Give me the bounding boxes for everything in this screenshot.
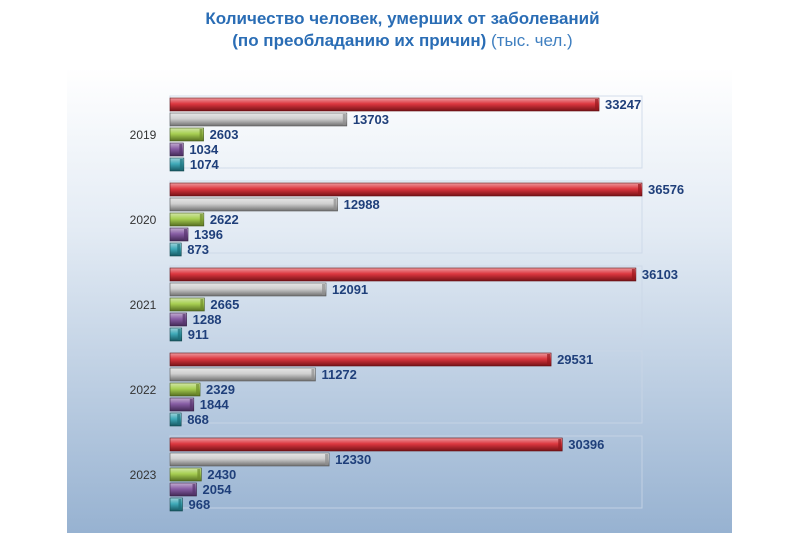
- data-label: 11272: [321, 367, 356, 382]
- title-line-2-wrapper: (по преобладанию их причин) (тыс. чел.): [0, 30, 805, 52]
- year-label: 2021: [130, 298, 157, 312]
- data-label: 36576: [648, 182, 684, 197]
- plot-area: [67, 68, 732, 533]
- year-label: 2022: [130, 383, 157, 397]
- data-label: 2329: [206, 382, 235, 397]
- bar: [169, 267, 637, 282]
- bar: [169, 327, 183, 342]
- bar-end-cap: [189, 399, 193, 410]
- title-unit: (тыс. чел.): [491, 31, 573, 50]
- data-label: 1074: [190, 157, 220, 172]
- bar-end-cap: [177, 414, 181, 425]
- bar: [169, 242, 182, 257]
- bar: [169, 227, 189, 242]
- bar: [169, 382, 201, 397]
- bar: [169, 297, 205, 312]
- bar-end-cap: [322, 284, 326, 295]
- bar-end-cap: [547, 354, 551, 365]
- data-label: 2430: [207, 467, 236, 482]
- data-label: 911: [188, 327, 209, 342]
- bar-end-cap: [177, 244, 181, 255]
- data-label: 968: [188, 497, 210, 512]
- year-label: 2020: [130, 213, 157, 227]
- data-label: 13703: [353, 112, 389, 127]
- bar: [169, 437, 563, 452]
- data-label: 873: [187, 242, 209, 257]
- bar-end-cap: [199, 129, 203, 140]
- bar: [169, 467, 202, 482]
- bar: [169, 367, 316, 382]
- bar-end-cap: [177, 329, 181, 340]
- bar-end-cap: [179, 144, 183, 155]
- bar: [169, 452, 330, 467]
- bar-end-cap: [182, 314, 186, 325]
- data-label: 12091: [332, 282, 368, 297]
- bar-end-cap: [192, 484, 196, 495]
- data-label: 1034: [189, 142, 219, 157]
- bar-end-cap: [342, 114, 346, 125]
- bar: [169, 97, 600, 112]
- title-line-2: (по преобладанию их причин): [232, 31, 487, 50]
- data-label: 29531: [557, 352, 593, 367]
- data-label: 33247: [605, 97, 641, 112]
- bar: [169, 482, 197, 497]
- data-label: 2622: [210, 212, 239, 227]
- bar-end-cap: [638, 184, 641, 195]
- data-label: 1396: [194, 227, 223, 242]
- bar: [169, 112, 348, 127]
- data-label: 2665: [210, 297, 239, 312]
- bar-end-cap: [595, 99, 599, 110]
- data-label: 12330: [335, 452, 371, 467]
- bar: [169, 127, 204, 142]
- bar-end-cap: [200, 299, 204, 310]
- data-label: 1844: [200, 397, 230, 412]
- data-label: 2054: [203, 482, 233, 497]
- bar-end-cap: [631, 269, 635, 280]
- bar: [169, 182, 643, 197]
- bar-end-cap: [311, 369, 315, 380]
- data-label: 36103: [642, 267, 678, 282]
- bar-end-cap: [325, 454, 329, 465]
- bar: [169, 282, 327, 297]
- bar: [169, 312, 187, 327]
- data-label: 30396: [568, 437, 604, 452]
- bar: [169, 197, 338, 212]
- bar: [169, 412, 182, 427]
- chart-title: Количество человек, умерших от заболеван…: [0, 8, 805, 52]
- data-label: 2603: [210, 127, 239, 142]
- bar-end-cap: [558, 439, 562, 450]
- bar-end-cap: [197, 469, 201, 480]
- year-label: 2019: [130, 128, 157, 142]
- title-line-1: Количество человек, умерших от заболеван…: [205, 9, 600, 28]
- bar-end-cap: [196, 384, 200, 395]
- bar-end-cap: [184, 229, 188, 240]
- data-label: 868: [187, 412, 209, 427]
- bar: [169, 212, 205, 227]
- data-label: 12988: [344, 197, 380, 212]
- bar: [169, 397, 195, 412]
- year-label: 2023: [130, 468, 157, 482]
- data-label: 1288: [193, 312, 222, 327]
- bar-end-cap: [199, 214, 203, 225]
- bar-end-cap: [333, 199, 337, 210]
- bar: [169, 352, 552, 367]
- bar-end-cap: [178, 499, 182, 510]
- bar-end-cap: [179, 159, 183, 170]
